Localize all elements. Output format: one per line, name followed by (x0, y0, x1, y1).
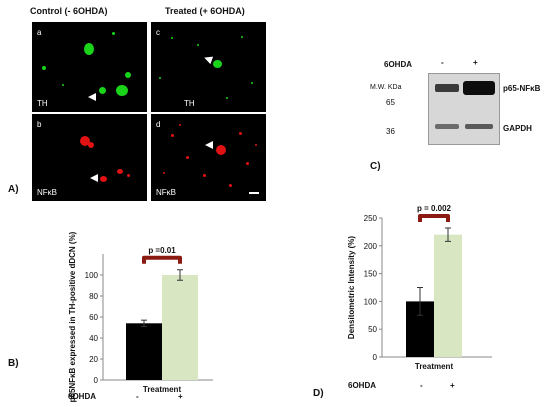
chart-d-row-minus: - (420, 381, 423, 390)
cell-green (99, 87, 106, 94)
micrograph-a-letter: a (37, 28, 42, 37)
cell-green (171, 37, 173, 39)
cell-green (84, 43, 94, 55)
chart-b-treatment-row: 6OHDA (68, 392, 97, 401)
chart-d-y-tick-label: 0 (373, 353, 378, 362)
chart-d-significance-bracket (418, 214, 450, 223)
blot-minus: - (441, 58, 444, 67)
cell-red (88, 142, 94, 148)
chart-d-bar-plus (434, 234, 462, 357)
cell-red (246, 162, 249, 165)
chart-b-bar-plus (162, 275, 198, 380)
chart-b-bar-minus (126, 323, 162, 380)
figure-letter-b: B) (8, 358, 19, 369)
chart-b-row-plus: + (178, 392, 183, 401)
blot-band-gapdh-minus (435, 124, 459, 129)
cell-green (62, 84, 64, 86)
figure-letter-c: C) (370, 161, 381, 172)
cell-green (197, 44, 199, 46)
chart-b-row-minus: - (136, 392, 139, 401)
cell-green (112, 32, 115, 35)
chart-d-y-tick-label: 100 (364, 297, 378, 306)
micrograph-d-stain: NFκB (156, 188, 176, 197)
chart-b-y-tick-label: 40 (89, 334, 98, 343)
chart-b-significance-bracket (142, 255, 182, 264)
cell-red (127, 174, 130, 177)
micrograph-a-stain: TH (37, 99, 48, 108)
chart-d-y-axis-label: Densitometric Intensity (%) (347, 236, 356, 339)
chart-d-p-value: p = 0.002 (417, 204, 452, 213)
cell-green (241, 36, 243, 38)
chart-d-y-tick-label: 200 (364, 242, 378, 251)
micrograph-d-letter: d (156, 120, 161, 129)
blot-band-p65-minus (435, 84, 459, 92)
arrowhead-icon (205, 141, 213, 149)
figure-letter-d: D) (313, 388, 324, 399)
cell-red (186, 156, 189, 159)
chart-b-y-tick-label: 80 (89, 292, 98, 301)
cell-red (216, 145, 226, 155)
blot-mw-36: 36 (386, 127, 395, 136)
blot-treatment-label: 6OHDA (384, 60, 413, 69)
cell-green (116, 85, 128, 96)
blot-mw-65: 65 (386, 98, 395, 107)
arrowhead-icon (88, 93, 96, 101)
band-label-p65: p65-NFκB (503, 84, 541, 93)
cell-green (42, 66, 46, 70)
chart-b-y-tick-label: 0 (94, 376, 99, 385)
cell-red (163, 172, 165, 174)
chart-b-y-tick-label: 100 (85, 271, 99, 280)
chart-d-y-tick-label: 50 (368, 325, 377, 334)
chart-b-y-tick-label: 60 (89, 313, 98, 322)
cell-red (255, 144, 257, 146)
western-blot (428, 73, 500, 145)
cell-red (229, 184, 232, 187)
cell-green (159, 77, 161, 79)
treated-header: Treated (+ 6OHDA) (165, 6, 245, 16)
micrograph-c: c TH (151, 22, 266, 112)
control-header: Control (- 6OHDA) (30, 6, 108, 16)
cell-red (171, 134, 174, 137)
chart-d-row-plus: + (450, 381, 455, 390)
micrograph-c-letter: c (156, 28, 160, 37)
scale-bar (249, 192, 259, 194)
cell-green (251, 82, 253, 84)
blot-mw-label: M.W. KDa (370, 84, 402, 91)
chart-d-y-tick-label: 150 (364, 270, 378, 279)
cell-red (117, 169, 123, 174)
cell-green (226, 97, 228, 99)
cell-red (80, 136, 90, 146)
chart-b-p-value: p =0.01 (148, 246, 176, 255)
chart-d-treatment-row: 6OHDA (348, 381, 377, 390)
band-label-gapdh: GAPDH (503, 124, 532, 133)
cell-red (100, 176, 107, 182)
arrowhead-icon (90, 174, 98, 182)
micrograph-b-letter: b (37, 120, 42, 129)
cell-green (125, 72, 131, 78)
micrograph-b-stain: NFκB (37, 188, 57, 197)
cell-green (213, 60, 222, 68)
chart-d-y-tick-label: 250 (364, 214, 378, 223)
cell-red (179, 124, 181, 126)
figure-letter-a: A) (8, 184, 19, 195)
blot-band-gapdh-plus (465, 124, 493, 129)
blot-band-p65-plus (463, 81, 495, 95)
micrograph-d: d NFκB (151, 114, 266, 201)
chart-d-x-axis-label: Treatment (415, 362, 454, 371)
chart-b-x-axis-label: Treatment (143, 385, 182, 394)
micrograph-b: b NFκB (32, 114, 147, 201)
micrograph-a: a TH (32, 22, 147, 112)
cell-red (239, 132, 242, 135)
cell-red (203, 174, 206, 177)
blot-plus: + (473, 58, 478, 67)
micrograph-c-stain: TH (184, 99, 195, 108)
chart-b-y-tick-label: 20 (89, 355, 98, 364)
chart-b-y-axis-label: p65NFκB expressed in TH-positive dDCN (%… (68, 231, 77, 402)
